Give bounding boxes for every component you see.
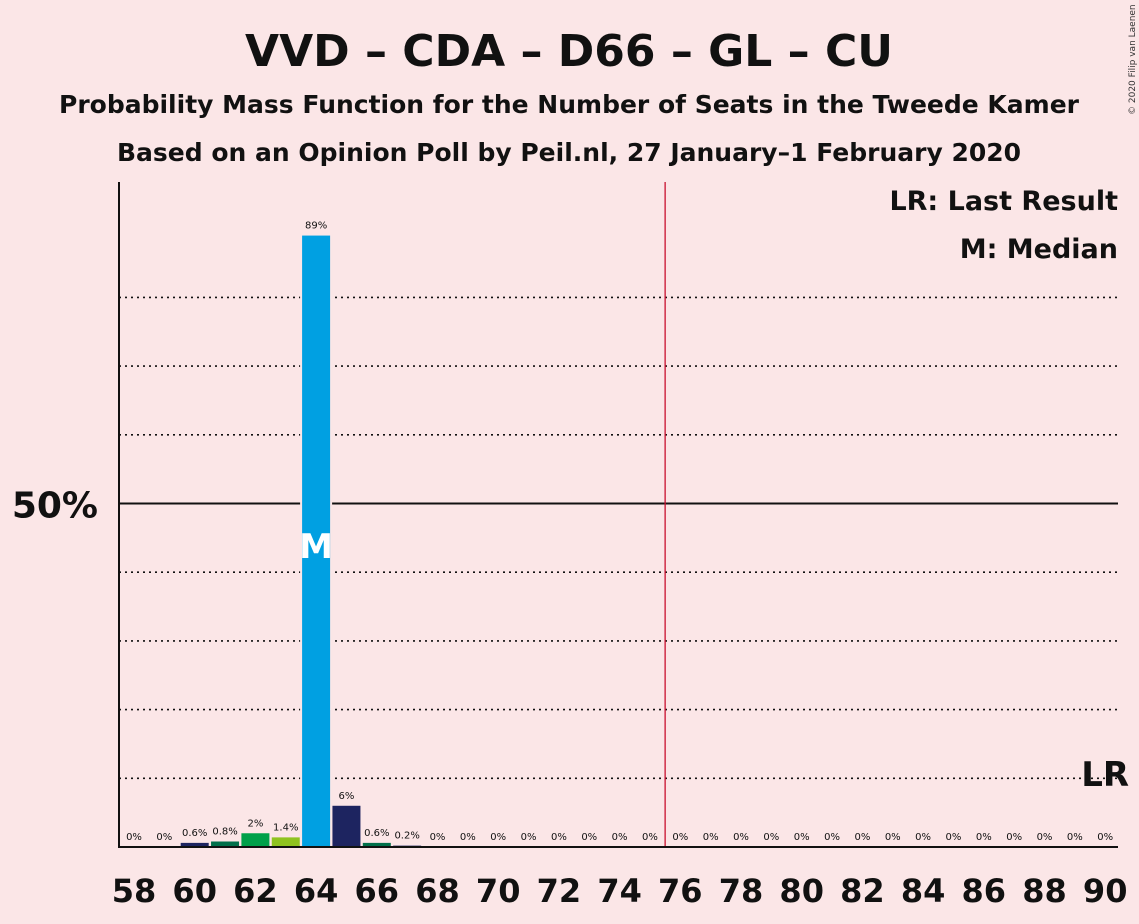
bar-label-88: 0% [1037,832,1053,843]
bar-label-83: 0% [885,832,901,843]
bar-label-60: 0.6% [182,828,207,839]
bar-label-87: 0% [1006,832,1022,843]
bar-label-76: 0% [672,832,688,843]
chart-title: VVD – CDA – D66 – GL – CU [245,26,893,77]
bar-label-68: 0% [430,832,446,843]
bar-label-73: 0% [581,832,597,843]
bar-62 [241,833,270,847]
bar-label-82: 0% [854,832,870,843]
x-tick-88: 88 [1022,872,1067,910]
x-tick-62: 62 [233,872,278,910]
x-tick-64: 64 [294,872,339,910]
gridlines: 50% [12,182,1118,847]
bar-label-67: 0.2% [394,831,419,842]
bar-label-89: 0% [1067,832,1083,843]
x-tick-66: 66 [355,872,400,910]
x-tick-60: 60 [172,872,217,910]
x-tick-90: 90 [1083,872,1128,910]
x-tick-82: 82 [840,872,885,910]
x-tick-70: 70 [476,872,521,910]
bar-label-84: 0% [915,832,931,843]
x-tick-76: 76 [658,872,703,910]
bar-label-85: 0% [946,832,962,843]
bar-labels: 0% 0% 0.6% 0.8% 2% 1.4% 89% 6% 0.6% 0.2% 0% 0% 0% 0% 0… [126,221,1113,843]
x-tick-80: 80 [779,872,824,910]
bar-label-80: 0% [794,832,810,843]
median-marker: M [299,527,333,567]
chart-subtitle: Probability Mass Function for the Number… [59,90,1080,119]
bar-label-90: 0% [1097,832,1113,843]
bar-label-74: 0% [612,832,628,843]
bar-label-78: 0% [733,832,749,843]
bar-label-71: 0% [521,832,537,843]
x-tick-68: 68 [415,872,460,910]
bar-label-61: 0.8% [212,827,237,838]
bar-label-79: 0% [763,832,779,843]
bar-66 [362,842,391,847]
markers: M LR [299,527,1129,795]
x-tick-86: 86 [962,872,1007,910]
x-tick-72: 72 [537,872,582,910]
bar-label-63: 1.4% [273,822,298,833]
x-tick-58: 58 [112,872,157,910]
bar-label-58: 0% [126,832,142,843]
copyright-notice: © 2020 Filip van Laenen [1128,4,1138,115]
bar-label-77: 0% [703,832,719,843]
bar-label-86: 0% [976,832,992,843]
bar-label-75: 0% [642,832,658,843]
bar-label-66: 0.6% [364,828,389,839]
bar-label-59: 0% [156,832,172,843]
bar-63 [271,837,300,847]
y-tick-label-50: 50% [12,486,98,527]
bars [180,233,422,847]
bar-label-65: 6% [339,791,355,802]
bar-label-70: 0% [490,832,506,843]
x-tick-84: 84 [901,872,946,910]
axes [118,182,1118,848]
bar-label-69: 0% [460,832,476,843]
bar-61 [211,841,240,847]
x-tick-78: 78 [719,872,764,910]
last-result-marker: LR [1081,755,1129,795]
bar-64 [302,235,331,847]
bar-label-81: 0% [824,832,840,843]
chart-subtitle-2: Based on an Opinion Poll by Peil.nl, 27 … [117,138,1021,167]
x-tick-labels: 58 60 62 64 66 68 70 72 74 76 78 80 82 84 86 88 90 [112,872,1128,910]
bar-65 [332,805,361,847]
x-tick-74: 74 [597,872,642,910]
bar-label-72: 0% [551,832,567,843]
legend-median: M: Median [960,234,1118,265]
bar-label-62: 2% [247,818,263,829]
bar-label-64: 89% [305,221,327,232]
bar-60 [180,842,209,847]
legend-last-result: LR: Last Result [889,186,1118,217]
